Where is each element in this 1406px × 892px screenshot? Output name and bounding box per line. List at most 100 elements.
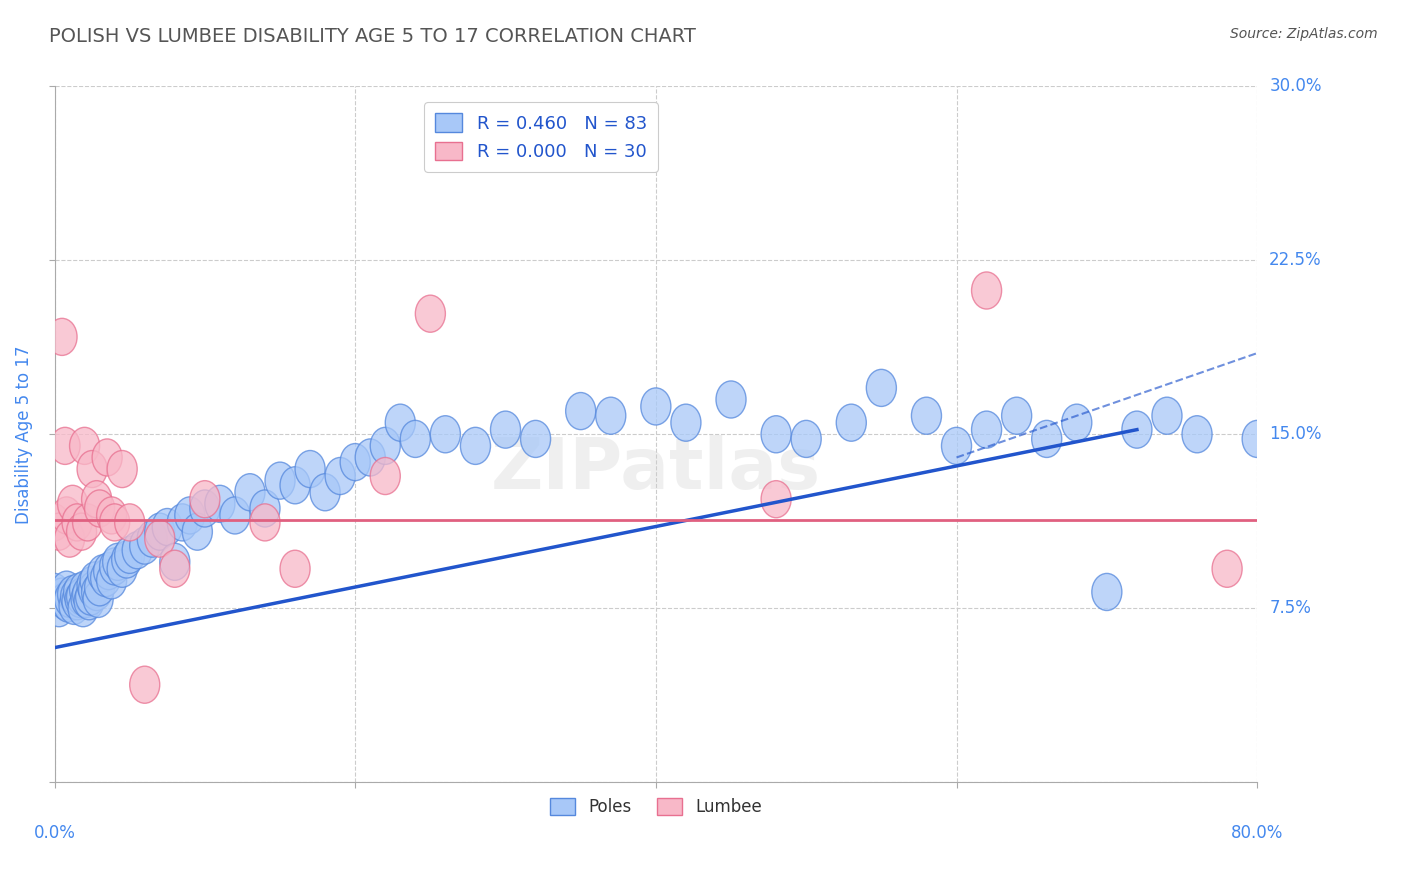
Ellipse shape (401, 420, 430, 458)
Ellipse shape (46, 318, 77, 355)
Ellipse shape (44, 513, 75, 550)
Ellipse shape (84, 569, 115, 606)
Ellipse shape (152, 508, 183, 546)
Ellipse shape (129, 527, 160, 564)
Ellipse shape (66, 578, 97, 615)
Ellipse shape (66, 513, 97, 550)
Ellipse shape (129, 666, 160, 703)
Ellipse shape (59, 587, 89, 624)
Ellipse shape (1032, 420, 1062, 458)
Ellipse shape (1182, 416, 1212, 453)
Ellipse shape (97, 497, 127, 534)
Ellipse shape (82, 574, 111, 610)
Ellipse shape (111, 541, 142, 578)
Ellipse shape (761, 481, 792, 517)
Ellipse shape (520, 420, 551, 458)
Ellipse shape (235, 474, 264, 511)
Text: Source: ZipAtlas.com: Source: ZipAtlas.com (1230, 27, 1378, 41)
Ellipse shape (219, 497, 250, 534)
Ellipse shape (94, 552, 124, 590)
Text: 30.0%: 30.0% (1270, 78, 1322, 95)
Ellipse shape (58, 575, 87, 613)
Ellipse shape (46, 578, 77, 615)
Ellipse shape (93, 439, 122, 476)
Ellipse shape (837, 404, 866, 442)
Ellipse shape (76, 578, 105, 615)
Ellipse shape (1092, 574, 1122, 610)
Ellipse shape (97, 562, 127, 599)
Ellipse shape (67, 590, 98, 627)
Ellipse shape (596, 397, 626, 434)
Ellipse shape (264, 462, 295, 500)
Ellipse shape (972, 411, 1001, 448)
Text: 15.0%: 15.0% (1270, 425, 1322, 443)
Ellipse shape (72, 581, 101, 617)
Ellipse shape (63, 574, 94, 610)
Ellipse shape (103, 543, 132, 581)
Ellipse shape (716, 381, 747, 418)
Ellipse shape (1001, 397, 1032, 434)
Ellipse shape (80, 562, 110, 599)
Ellipse shape (90, 559, 121, 597)
Ellipse shape (55, 581, 84, 617)
Ellipse shape (60, 578, 90, 615)
Ellipse shape (205, 485, 235, 523)
Ellipse shape (73, 504, 103, 541)
Ellipse shape (69, 571, 100, 608)
Ellipse shape (107, 550, 138, 587)
Legend: Poles, Lumbee: Poles, Lumbee (543, 791, 768, 822)
Ellipse shape (39, 504, 69, 541)
Ellipse shape (1122, 411, 1152, 448)
Ellipse shape (1152, 397, 1182, 434)
Ellipse shape (671, 404, 702, 442)
Ellipse shape (100, 548, 129, 585)
Ellipse shape (190, 490, 219, 527)
Ellipse shape (83, 581, 112, 617)
Ellipse shape (77, 450, 107, 488)
Ellipse shape (75, 582, 104, 620)
Ellipse shape (160, 550, 190, 587)
Text: POLISH VS LUMBEE DISABILITY AGE 5 TO 17 CORRELATION CHART: POLISH VS LUMBEE DISABILITY AGE 5 TO 17 … (49, 27, 696, 45)
Ellipse shape (53, 585, 83, 622)
Ellipse shape (325, 458, 356, 494)
Ellipse shape (62, 582, 93, 620)
Text: 0.0%: 0.0% (34, 824, 76, 842)
Ellipse shape (51, 582, 80, 620)
Ellipse shape (866, 369, 897, 407)
Ellipse shape (761, 416, 792, 453)
Ellipse shape (145, 513, 174, 550)
Ellipse shape (1062, 404, 1092, 442)
Ellipse shape (138, 520, 167, 558)
Ellipse shape (115, 504, 145, 541)
Ellipse shape (145, 520, 174, 558)
Ellipse shape (183, 513, 212, 550)
Text: 7.5%: 7.5% (1270, 599, 1310, 617)
Ellipse shape (190, 481, 219, 517)
Ellipse shape (972, 272, 1001, 309)
Ellipse shape (52, 497, 82, 534)
Ellipse shape (167, 504, 197, 541)
Ellipse shape (100, 504, 129, 541)
Ellipse shape (370, 458, 401, 494)
Ellipse shape (69, 427, 100, 465)
Ellipse shape (87, 555, 118, 592)
Ellipse shape (385, 404, 415, 442)
Ellipse shape (430, 416, 460, 453)
Ellipse shape (77, 566, 107, 604)
Ellipse shape (792, 420, 821, 458)
Ellipse shape (84, 490, 115, 527)
Ellipse shape (370, 427, 401, 465)
Y-axis label: Disability Age 5 to 17: Disability Age 5 to 17 (15, 345, 32, 524)
Ellipse shape (250, 504, 280, 541)
Ellipse shape (250, 490, 280, 527)
Ellipse shape (911, 397, 942, 434)
Ellipse shape (65, 581, 96, 617)
Ellipse shape (1212, 550, 1241, 587)
Ellipse shape (73, 575, 103, 613)
Ellipse shape (62, 504, 93, 541)
Ellipse shape (340, 443, 370, 481)
Ellipse shape (942, 427, 972, 465)
Ellipse shape (107, 450, 138, 488)
Ellipse shape (356, 439, 385, 476)
Ellipse shape (39, 574, 69, 610)
